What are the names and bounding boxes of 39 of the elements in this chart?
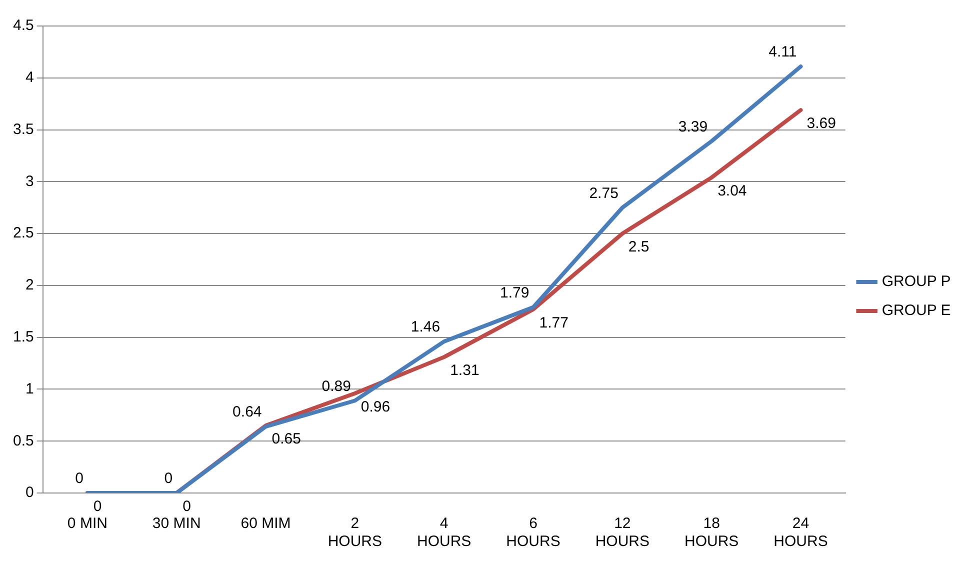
x-tick-label: 12 HOURS <box>595 515 650 550</box>
data-label: 0 <box>164 470 173 488</box>
legend-label: GROUP E <box>882 302 951 320</box>
x-tick-label: 60 MIM <box>240 515 291 532</box>
data-label: 1.31 <box>450 362 480 380</box>
y-tick-label: 3 <box>26 172 34 190</box>
data-label: 3.04 <box>718 182 747 200</box>
data-label: 1.77 <box>539 314 568 332</box>
y-tick-label: 3.5 <box>12 120 34 138</box>
data-label: 3.69 <box>806 115 836 132</box>
x-tick-label: 24 HOURS <box>774 515 828 550</box>
data-label: 4.11 <box>768 44 797 61</box>
y-tick-label: 1 <box>26 380 34 398</box>
x-tick-label: 2 HOURS <box>328 515 382 550</box>
data-label: 1.46 <box>410 318 440 336</box>
y-tick-label: 4.5 <box>12 17 34 34</box>
data-label: 2.5 <box>628 238 650 256</box>
y-tick-label: 0.5 <box>12 432 34 450</box>
data-label: 0.65 <box>272 430 301 448</box>
data-label: 0.64 <box>232 404 262 421</box>
data-label: 0.89 <box>322 378 351 395</box>
legend-label: GROUP P <box>882 273 951 290</box>
data-label: 0 <box>182 498 191 516</box>
x-tick-label: 6 HOURS <box>506 515 560 550</box>
data-label: 1.79 <box>500 284 530 302</box>
data-label: 2.75 <box>589 184 618 202</box>
x-tick-label: 0 MIN <box>67 515 108 532</box>
x-tick-label: 18 HOURS <box>684 515 739 550</box>
y-tick-label: 1.5 <box>12 328 34 346</box>
data-label: 0 <box>75 470 84 488</box>
x-tick-label: 4 HOURS <box>417 515 472 550</box>
data-label: 0.96 <box>360 398 390 416</box>
y-tick-label: 0 <box>26 484 34 502</box>
data-label: 0 <box>93 498 102 516</box>
data-label: 3.39 <box>678 118 708 136</box>
x-tick-label: 30 MIN <box>152 515 201 532</box>
y-tick-label: 4 <box>26 69 34 86</box>
y-tick-label: 2 <box>26 276 34 294</box>
y-tick-label: 2.5 <box>12 224 34 242</box>
